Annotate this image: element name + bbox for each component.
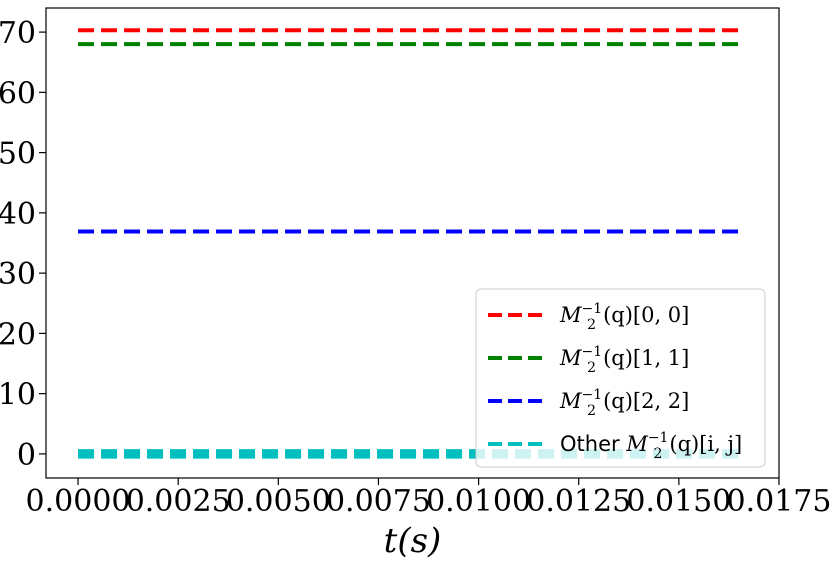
series-line-3 — [78, 449, 739, 459]
x-tick-label: 0.0025 — [126, 484, 231, 519]
x-axis-label: t(s) — [384, 521, 442, 561]
x-tick-label: 0.0050 — [226, 484, 331, 519]
y-tick-label: 30 — [0, 257, 36, 292]
legend-label: M−1 2 (q)[2, 2] — [559, 387, 689, 419]
y-tick-label: 50 — [0, 137, 36, 172]
x-tick-label: 0.0000 — [26, 484, 131, 519]
y-ticks: 0 10 20 30 40 50 60 70 — [0, 16, 46, 473]
legend-label: M−1 2 (q)[1, 1] — [559, 344, 689, 376]
legend-label: M−1 2 (q)[0, 0] — [559, 301, 689, 333]
y-tick-label: 60 — [0, 76, 36, 111]
x-tick-label: 0.0075 — [326, 484, 431, 519]
y-tick-label: 10 — [0, 378, 36, 413]
y-tick-label: 70 — [0, 16, 36, 51]
x-ticks: 0.00000.00250.00500.00750.01000.01250.01… — [26, 478, 831, 519]
legend: M−1 2 (q)[0, 0] M−1 2 (q)[1, 1] M−1 2 (q)[2, 2] O… — [475, 288, 766, 468]
y-tick-label: 20 — [0, 317, 36, 352]
x-tick-label: 0.0175 — [727, 484, 831, 519]
axes-frame — [45, 7, 780, 479]
x-tick-label: 0.0100 — [426, 484, 531, 519]
legend-label: Other M−1 2 (q)[i, j] — [560, 430, 742, 462]
x-tick-label: 0.0125 — [526, 484, 631, 519]
plot-lines — [78, 28, 739, 459]
legend-box — [475, 288, 766, 468]
x-tick-label: 0.0150 — [626, 484, 731, 519]
y-tick-label: 40 — [0, 197, 36, 232]
y-tick-label: 0 — [17, 438, 36, 473]
